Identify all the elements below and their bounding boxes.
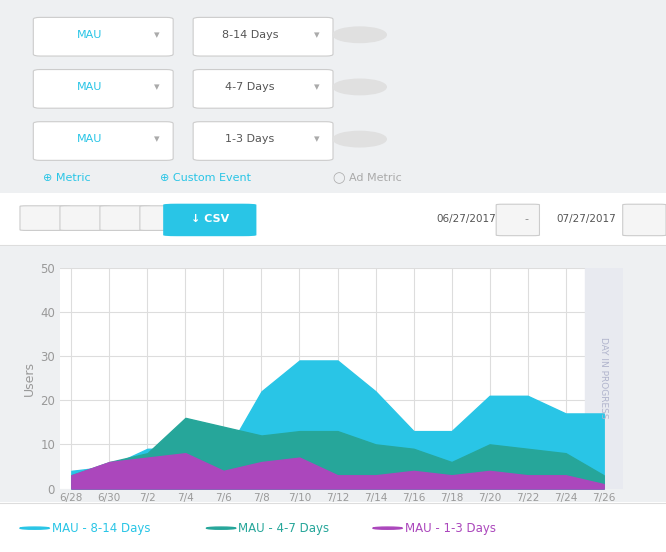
Text: ⊕ Metric: ⊕ Metric: [43, 173, 91, 183]
Circle shape: [206, 527, 236, 529]
Text: −: −: [354, 132, 365, 146]
FancyBboxPatch shape: [496, 204, 539, 236]
Circle shape: [333, 79, 386, 95]
Text: 8-14 Days: 8-14 Days: [222, 30, 278, 40]
Text: 06/27/2017: 06/27/2017: [436, 214, 496, 225]
Text: ▾: ▾: [314, 82, 319, 92]
Text: ▾: ▾: [314, 30, 319, 40]
Text: MAU: MAU: [77, 82, 103, 92]
FancyBboxPatch shape: [33, 18, 173, 56]
Text: MAU - 8-14 Days: MAU - 8-14 Days: [52, 522, 151, 535]
Text: -: -: [524, 214, 528, 225]
Text: −: −: [354, 81, 365, 93]
Bar: [585, 268, 623, 489]
FancyBboxPatch shape: [20, 206, 70, 230]
Circle shape: [333, 27, 386, 43]
Text: MAU - 4-7 Days: MAU - 4-7 Days: [238, 522, 330, 535]
Text: MAU: MAU: [77, 30, 103, 40]
Y-axis label: Users: Users: [23, 360, 36, 396]
Text: 07/27/2017: 07/27/2017: [556, 214, 616, 225]
Text: ▾: ▾: [154, 30, 159, 40]
Text: ▾: ▾: [314, 134, 319, 144]
Circle shape: [333, 131, 386, 147]
Text: ◯ Ad Metric: ◯ Ad Metric: [333, 172, 402, 183]
FancyBboxPatch shape: [193, 70, 333, 108]
Text: 4-7 Days: 4-7 Days: [225, 82, 274, 92]
Text: 1-3 Days: 1-3 Days: [225, 134, 274, 144]
Circle shape: [373, 527, 402, 529]
FancyBboxPatch shape: [100, 206, 150, 230]
FancyBboxPatch shape: [193, 122, 333, 160]
Text: MAU: MAU: [77, 134, 103, 144]
FancyBboxPatch shape: [60, 206, 110, 230]
Text: DAY IN PROGRESS: DAY IN PROGRESS: [599, 337, 608, 419]
Text: −: −: [354, 28, 365, 41]
Text: ▾: ▾: [154, 134, 159, 144]
FancyBboxPatch shape: [140, 206, 190, 230]
Text: ▾: ▾: [154, 82, 159, 92]
FancyBboxPatch shape: [163, 204, 256, 236]
Circle shape: [20, 527, 49, 529]
FancyBboxPatch shape: [623, 204, 666, 236]
Text: MAU - 1-3 Days: MAU - 1-3 Days: [405, 522, 496, 535]
FancyBboxPatch shape: [33, 122, 173, 160]
FancyBboxPatch shape: [33, 70, 173, 108]
FancyBboxPatch shape: [193, 18, 333, 56]
Text: ↓ CSV: ↓ CSV: [190, 214, 229, 225]
Text: ⊕ Custom Event: ⊕ Custom Event: [160, 173, 251, 183]
